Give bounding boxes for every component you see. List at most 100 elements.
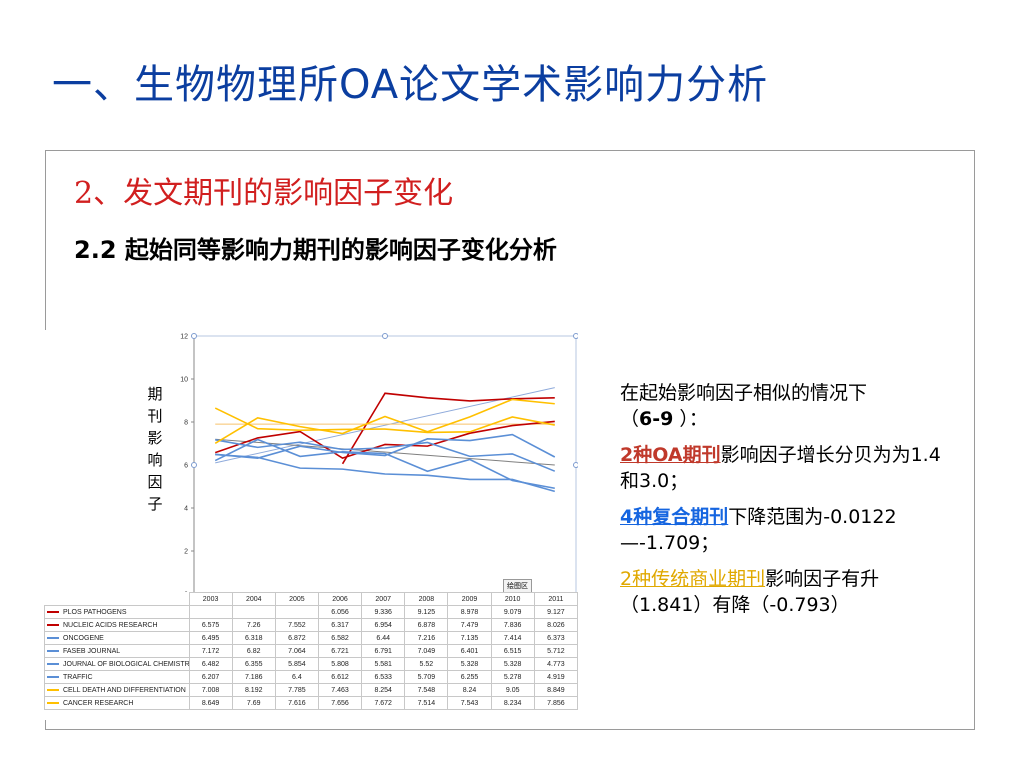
data-label: 7.008 bbox=[188, 683, 233, 697]
hybrid-journals-highlight: 4种复合期刊 bbox=[620, 506, 729, 528]
page-title: 一、生物物理所OA论文学术影响力分析 bbox=[52, 62, 769, 108]
intro-paren-open: （ bbox=[620, 408, 640, 430]
data-label: 9.05 bbox=[490, 683, 535, 697]
legend-entry: NUCLEIC ACIDS RESEARCH bbox=[44, 618, 190, 632]
data-label: 5.328 bbox=[447, 657, 492, 671]
data-label: 7.785 bbox=[274, 683, 319, 697]
series-line bbox=[214, 407, 555, 434]
x-tick-label: 2008 bbox=[404, 592, 449, 606]
data-label: 7.414 bbox=[490, 631, 535, 645]
data-label: 7.186 bbox=[231, 670, 276, 684]
commercial-journals-text: 影响因子有升（1.841）有降（-0.793） bbox=[620, 568, 880, 616]
data-label: 6.582 bbox=[317, 631, 363, 645]
x-tick-label: 2007 bbox=[361, 592, 406, 606]
legend-swatch bbox=[47, 701, 59, 704]
data-label: 7.514 bbox=[404, 696, 449, 710]
x-tick-label: 2004 bbox=[231, 592, 276, 606]
series-line bbox=[341, 392, 555, 465]
series-line bbox=[215, 453, 555, 493]
data-label: 7.69 bbox=[231, 696, 276, 710]
legend-entry: CELL DEATH AND DIFFERENTIATION bbox=[44, 683, 190, 697]
data-label: 4.919 bbox=[533, 670, 579, 684]
legend-swatch bbox=[47, 688, 59, 691]
x-tick-label: 2005 bbox=[274, 592, 319, 606]
data-label bbox=[231, 605, 276, 619]
legend-label: PLOS PATHOGENS bbox=[63, 608, 127, 616]
data-label: 5.52 bbox=[404, 657, 449, 671]
data-label: 6.317 bbox=[317, 618, 363, 632]
section-title: 2、发文期刊的影响因子变化 bbox=[74, 176, 454, 211]
legend-entry: FASEB JOURNAL bbox=[44, 644, 190, 658]
y-tick-label: 2 bbox=[184, 549, 188, 556]
series-line bbox=[214, 398, 555, 445]
line-chart: 024681012 bbox=[180, 333, 579, 599]
data-label: 7.543 bbox=[447, 696, 492, 710]
data-label: 5.328 bbox=[490, 657, 535, 671]
legend-label: TRAFFIC bbox=[63, 673, 93, 681]
intro-text: 在起始影响因子相似的情况下 bbox=[620, 382, 868, 404]
commercial-paragraph: 2种传统商业期刊影响因子有升（1.841）有降（-0.793） bbox=[604, 566, 954, 618]
data-label: 7.26 bbox=[231, 618, 276, 632]
data-label: 7.548 bbox=[404, 683, 449, 697]
table-row: JOURNAL OF BIOLOGICAL CHEMISTRY 6.482 6.35… bbox=[44, 657, 579, 671]
data-label: 6.482 bbox=[188, 657, 233, 671]
x-tick-label: 2010 bbox=[490, 592, 535, 606]
legend-entry: CANCER RESEARCH bbox=[44, 696, 190, 710]
series-line bbox=[214, 438, 555, 490]
selection-handle bbox=[573, 462, 579, 468]
legend-entry: ONCOGENE bbox=[44, 631, 190, 645]
legend-entry: PLOS PATHOGENS bbox=[44, 605, 190, 619]
x-tick-label: 2009 bbox=[447, 592, 492, 606]
data-label: 6.575 bbox=[188, 618, 233, 632]
data-label: 8.234 bbox=[490, 696, 535, 710]
series-line bbox=[214, 420, 555, 460]
legend-entry: JOURNAL OF BIOLOGICAL CHEMISTRY bbox=[44, 657, 190, 671]
table-row: ONCOGENE 6.495 6.318 6.872 6.582 6.44 7.216 7.1… bbox=[44, 631, 579, 645]
data-label: 9.125 bbox=[404, 605, 449, 619]
y-tick-label: 8 bbox=[184, 420, 188, 427]
data-table: 2003 2004 2005 2006 2007 2008 2009 2010 2011 PLOS… bbox=[44, 592, 579, 710]
data-label: 6.82 bbox=[231, 644, 276, 658]
legend-swatch bbox=[47, 636, 59, 639]
table-header-row: 2003 2004 2005 2006 2007 2008 2009 2010 2011 bbox=[45, 592, 579, 606]
legend-entry: TRAFFIC bbox=[44, 670, 190, 684]
trend-line bbox=[215, 438, 555, 466]
legend-swatch bbox=[47, 649, 59, 652]
table-corner-cell bbox=[45, 593, 190, 606]
legend-label: CELL DEATH AND DIFFERENTIATION bbox=[63, 686, 186, 694]
data-label: 9.127 bbox=[533, 605, 579, 619]
data-label bbox=[188, 605, 233, 619]
data-label: 6.355 bbox=[231, 657, 276, 671]
intro-paragraph: 在起始影响因子相似的情况下 （6-9 ）： bbox=[604, 380, 954, 432]
data-label: 7.049 bbox=[404, 644, 449, 658]
data-label: 6.721 bbox=[317, 644, 363, 658]
data-label: 7.672 bbox=[361, 696, 406, 710]
data-label: 7.463 bbox=[317, 683, 363, 697]
legend-label: JOURNAL OF BIOLOGICAL CHEMISTRY bbox=[63, 660, 189, 668]
data-label: 6.612 bbox=[317, 670, 363, 684]
data-label: 4.773 bbox=[533, 657, 579, 671]
table-row: CELL DEATH AND DIFFERENTIATION 7.008 8.192… bbox=[44, 683, 579, 697]
data-label: 7.616 bbox=[274, 696, 319, 710]
data-label: 8.978 bbox=[447, 605, 492, 619]
plot-area-button[interactable]: 绘图区 bbox=[503, 579, 532, 593]
data-label: 8.649 bbox=[188, 696, 233, 710]
data-label: 6.207 bbox=[188, 670, 233, 684]
selection-handle bbox=[191, 333, 197, 339]
data-label: 8.192 bbox=[231, 683, 276, 697]
data-label: 7.172 bbox=[188, 644, 233, 658]
data-label: 6.318 bbox=[231, 631, 276, 645]
data-label: 6.791 bbox=[361, 644, 406, 658]
commercial-journals-highlight: 2种传统商业期刊 bbox=[620, 568, 766, 590]
intro-paren-close: ）： bbox=[673, 408, 708, 430]
legend-swatch bbox=[47, 675, 59, 678]
selection-handle bbox=[573, 333, 579, 339]
data-label: 6.401 bbox=[447, 644, 492, 658]
data-label: 7.856 bbox=[533, 696, 579, 710]
table-row: NUCLEIC ACIDS RESEARCH 6.575 7.26 7.552 6.31… bbox=[44, 618, 579, 632]
selection-handle bbox=[382, 333, 388, 339]
legend-label: NUCLEIC ACIDS RESEARCH bbox=[63, 621, 158, 629]
data-label: 8.849 bbox=[533, 683, 579, 697]
legend-swatch bbox=[47, 662, 59, 665]
data-label: 8.254 bbox=[361, 683, 406, 697]
